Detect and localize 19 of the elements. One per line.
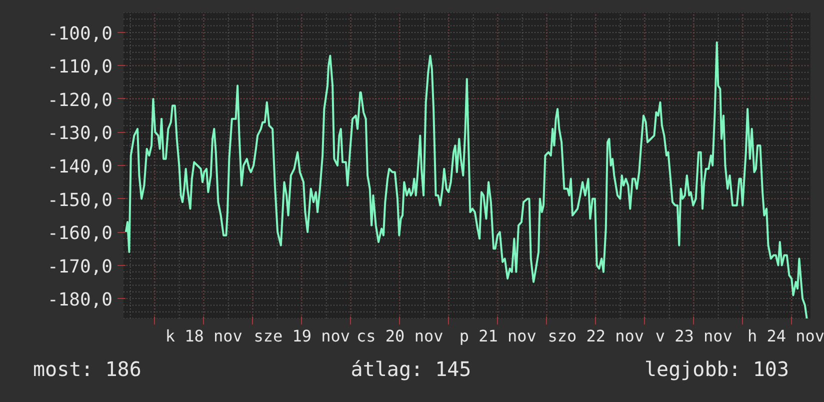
y-tick-label: -160,0: [47, 223, 113, 244]
y-tick-label: -180,0: [47, 290, 113, 311]
x-tick-label: cs 20 nov: [356, 326, 444, 346]
y-tick-label: -110,0: [47, 56, 113, 78]
x-tick-label: szo 22 nov: [548, 326, 644, 346]
x-tick-label: k 18 nov: [165, 326, 242, 346]
y-tick-label: -140,0: [47, 156, 113, 178]
y-tick-label: -100,0: [47, 23, 113, 44]
y-tick-label: -170,0: [47, 256, 113, 278]
y-tick-label: -130,0: [47, 123, 113, 144]
y-tick-label: -120,0: [47, 90, 113, 111]
x-tick-label: sze 19 nov: [254, 326, 350, 346]
x-tick-label: p 21 nov: [459, 326, 536, 346]
text: átlag: 145: [350, 356, 472, 383]
text: most: 186: [33, 356, 142, 383]
y-tick-label: -150,0: [47, 190, 113, 211]
text: legjobb: 103: [644, 356, 789, 383]
x-tick-label: v 23 nov: [655, 326, 732, 346]
x-tick-label: h 24 nov: [747, 326, 824, 346]
